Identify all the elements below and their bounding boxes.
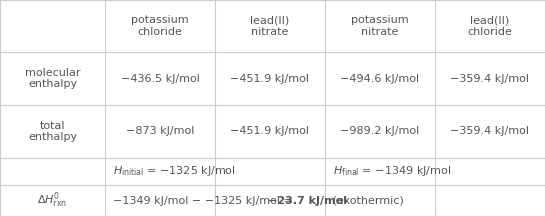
Text: −359.4 kJ/mol: −359.4 kJ/mol: [451, 127, 530, 137]
Text: −451.9 kJ/mol: −451.9 kJ/mol: [231, 127, 310, 137]
Text: potassium
chloride: potassium chloride: [131, 15, 189, 37]
Text: −494.6 kJ/mol: −494.6 kJ/mol: [341, 73, 420, 84]
Text: $\mathit{H}_{\mathrm{final}}$ = −1349 kJ/mol: $\mathit{H}_{\mathrm{final}}$ = −1349 kJ…: [333, 165, 451, 178]
Text: total
enthalpy: total enthalpy: [28, 121, 77, 142]
Text: −989.2 kJ/mol: −989.2 kJ/mol: [341, 127, 420, 137]
Text: $\Delta\mathit{H}^{0}_{\mathrm{rxn}}$: $\Delta\mathit{H}^{0}_{\mathrm{rxn}}$: [38, 191, 68, 210]
Text: $\mathit{H}_{\mathrm{initial}}$ = −1325 kJ/mol: $\mathit{H}_{\mathrm{initial}}$ = −1325 …: [113, 165, 236, 178]
Text: −23.7 kJ/mol: −23.7 kJ/mol: [268, 195, 347, 205]
Text: molecular
enthalpy: molecular enthalpy: [25, 68, 80, 89]
Text: (exothermic): (exothermic): [329, 195, 404, 205]
Text: lead(II)
chloride: lead(II) chloride: [468, 15, 512, 37]
Text: −1349 kJ/mol − −1325 kJ/mol =: −1349 kJ/mol − −1325 kJ/mol =: [113, 195, 296, 205]
Text: potassium
nitrate: potassium nitrate: [351, 15, 409, 37]
Text: −359.4 kJ/mol: −359.4 kJ/mol: [451, 73, 530, 84]
Text: −436.5 kJ/mol: −436.5 kJ/mol: [120, 73, 199, 84]
Text: −873 kJ/mol: −873 kJ/mol: [126, 127, 194, 137]
Text: −451.9 kJ/mol: −451.9 kJ/mol: [231, 73, 310, 84]
Text: lead(II)
nitrate: lead(II) nitrate: [250, 15, 289, 37]
